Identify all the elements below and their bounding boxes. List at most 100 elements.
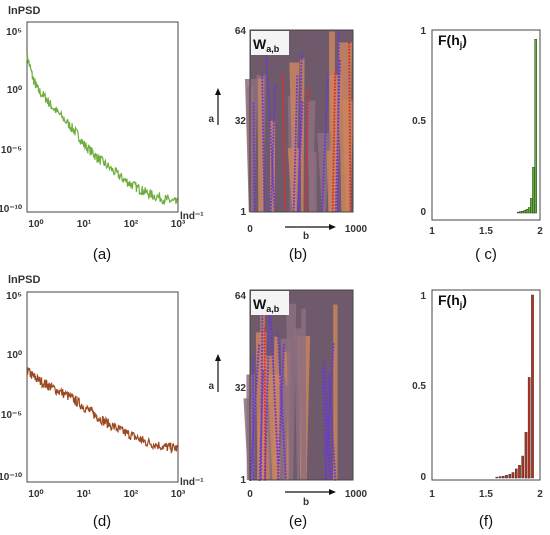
- ridge-point: [305, 161, 308, 164]
- ridge-point: [324, 118, 328, 121]
- ridge-point: [297, 194, 300, 197]
- ridge-point: [326, 83, 329, 86]
- ridge-point: [261, 327, 264, 330]
- ridge-point: [323, 361, 326, 364]
- ridge-point: [250, 466, 253, 469]
- ridge-point: [337, 56, 340, 59]
- ridge-point: [261, 330, 264, 333]
- ridge-point: [296, 203, 299, 207]
- ridge-point: [276, 459, 279, 462]
- ridge-point: [330, 417, 333, 420]
- ridge-point: [282, 431, 285, 434]
- ridge-point: [300, 120, 303, 123]
- ridge-point: [263, 400, 266, 404]
- ridge-point: [306, 126, 309, 129]
- ridge-point: [322, 406, 325, 409]
- ridge-point: [299, 100, 302, 103]
- ridge-point: [332, 181, 335, 184]
- ridge-point: [331, 355, 334, 358]
- ytick-a-2: 10⁻⁵: [1, 145, 22, 156]
- ridge-point: [305, 193, 308, 196]
- ridge-point: [269, 135, 272, 138]
- ridge-point: [281, 415, 284, 418]
- ridge-point: [337, 88, 340, 91]
- ridge-point: [305, 164, 308, 167]
- ridge-point: [305, 158, 308, 161]
- ridge-point: [326, 415, 329, 418]
- ridge-point: [322, 380, 325, 383]
- ridge-point: [348, 55, 351, 58]
- ridge-point: [306, 110, 309, 113]
- ridge-point: [258, 469, 261, 472]
- ridge-point: [328, 382, 331, 385]
- ridge-point: [299, 106, 302, 109]
- ridge-point: [267, 331, 271, 334]
- ridge-point: [324, 447, 327, 451]
- ridge-point: [332, 188, 335, 191]
- bar: [518, 465, 521, 479]
- scalogram-ridge: [258, 78, 264, 212]
- ridge-point: [300, 71, 303, 74]
- ytick-d-1: 10⁰: [7, 350, 22, 361]
- ridge-point: [348, 71, 351, 74]
- ridge-point: [333, 88, 336, 92]
- ridge-point: [329, 397, 332, 400]
- ridge-point: [273, 104, 276, 107]
- bar: [527, 377, 531, 479]
- ridge-point: [253, 408, 256, 411]
- ridge-point: [305, 151, 309, 154]
- bar: [532, 167, 535, 214]
- ridge-point: [257, 354, 260, 357]
- ridge-point: [263, 195, 266, 198]
- ridge-point: [277, 354, 281, 357]
- ridge-point: [260, 414, 263, 418]
- ridge-point: [276, 332, 279, 335]
- ridge-point: [277, 341, 280, 344]
- ridge-point: [282, 134, 285, 137]
- ridge-point: [337, 104, 340, 107]
- ridge-point: [284, 476, 287, 479]
- title-c: F(hj): [438, 32, 467, 50]
- ridge-point: [260, 427, 263, 430]
- ridge-point: [298, 171, 301, 175]
- ridge-point: [261, 96, 264, 99]
- ridge-point: [270, 178, 274, 181]
- ridge-point: [337, 85, 340, 88]
- bar: [517, 211, 520, 214]
- ridge-point: [281, 89, 284, 92]
- ridge-point: [330, 421, 333, 424]
- ridge-point: [349, 173, 352, 176]
- ridge-point: [273, 202, 276, 205]
- ridge-point: [281, 375, 284, 378]
- ridge-point: [275, 427, 278, 430]
- ridge-point: [252, 436, 255, 439]
- ridge-point: [260, 421, 263, 424]
- xtick-d-3: 10³: [171, 489, 186, 500]
- ridge-point: [271, 152, 274, 155]
- ridge-point: [263, 202, 266, 205]
- ridge-point: [281, 77, 284, 80]
- ridge-point: [348, 42, 351, 45]
- axes-e: [249, 289, 354, 481]
- ridge-point: [257, 344, 261, 347]
- ridge-point: [297, 191, 300, 194]
- ridge-point: [273, 108, 276, 111]
- ridge-point: [306, 145, 309, 148]
- ridge-point: [306, 129, 309, 132]
- ridge-point: [261, 376, 265, 379]
- ridge-point: [279, 380, 282, 383]
- bar: [508, 474, 512, 479]
- ridge-point: [272, 143, 275, 146]
- ridge-point: [259, 462, 262, 466]
- ridge-point: [329, 384, 333, 387]
- ridge-point: [293, 164, 296, 168]
- ridge-point: [252, 452, 255, 455]
- ridge-point: [322, 169, 325, 173]
- ridge-point: [277, 471, 280, 475]
- ridge-point: [337, 126, 340, 129]
- ridge-point: [280, 399, 283, 402]
- ridge-point: [272, 363, 275, 366]
- ridge-point: [333, 114, 336, 117]
- ridge-point: [321, 195, 324, 198]
- ridge-point: [261, 382, 264, 386]
